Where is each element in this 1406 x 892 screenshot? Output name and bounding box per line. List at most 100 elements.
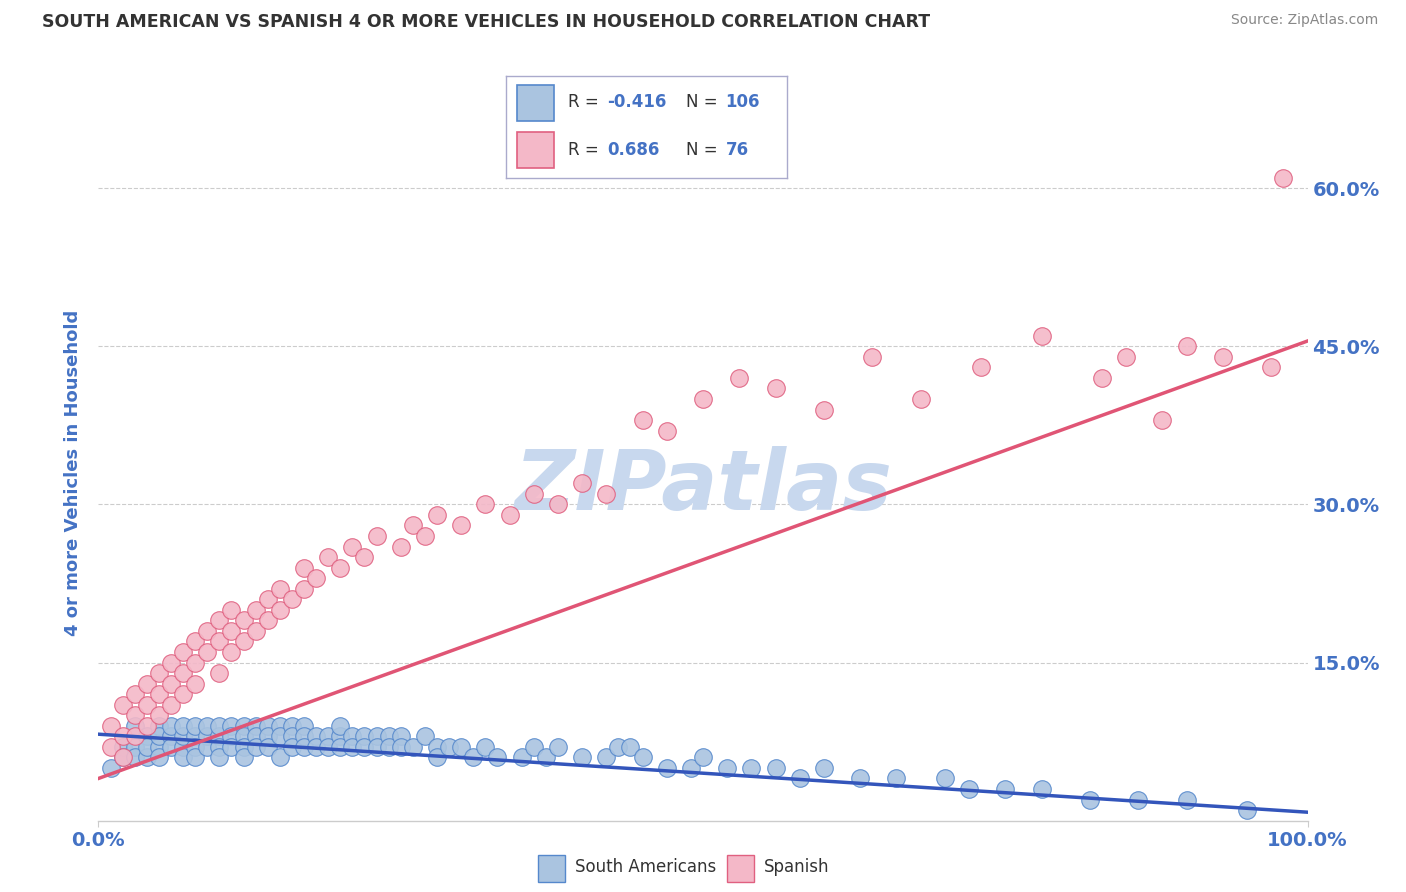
- Point: [305, 739, 328, 754]
- Text: N =: N =: [686, 94, 723, 112]
- Point: [172, 729, 194, 743]
- Point: [329, 739, 352, 754]
- Point: [172, 666, 194, 681]
- Point: [269, 729, 291, 743]
- Point: [124, 729, 146, 743]
- Point: [111, 698, 134, 712]
- Point: [148, 729, 170, 743]
- Point: [135, 739, 157, 754]
- Point: [292, 582, 315, 596]
- Point: [221, 624, 243, 638]
- Point: [281, 739, 304, 754]
- Point: [172, 719, 194, 733]
- Point: [716, 761, 738, 775]
- Point: [100, 761, 122, 775]
- Point: [100, 719, 122, 733]
- Point: [389, 540, 412, 554]
- Point: [510, 750, 533, 764]
- Point: [595, 487, 617, 501]
- Point: [160, 739, 183, 754]
- Point: [184, 750, 207, 764]
- Point: [1236, 803, 1258, 817]
- Point: [232, 634, 254, 648]
- Text: N =: N =: [686, 141, 723, 159]
- Point: [631, 413, 654, 427]
- Point: [305, 571, 328, 585]
- Point: [426, 739, 449, 754]
- Point: [813, 761, 835, 775]
- Point: [1031, 328, 1053, 343]
- Point: [135, 719, 157, 733]
- Point: [547, 497, 569, 511]
- Point: [124, 739, 146, 754]
- Point: [389, 729, 412, 743]
- Point: [148, 666, 170, 681]
- Point: [305, 729, 328, 743]
- Bar: [517, 85, 554, 121]
- Text: 76: 76: [725, 141, 748, 159]
- Point: [450, 518, 472, 533]
- Point: [111, 729, 134, 743]
- Point: [1260, 360, 1282, 375]
- Text: R =: R =: [568, 94, 605, 112]
- Point: [353, 550, 375, 565]
- Point: [463, 750, 485, 764]
- Point: [184, 739, 207, 754]
- Point: [292, 560, 315, 574]
- Point: [148, 719, 170, 733]
- Point: [232, 729, 254, 743]
- Point: [910, 392, 932, 406]
- Point: [232, 750, 254, 764]
- Point: [426, 508, 449, 522]
- Point: [124, 719, 146, 733]
- Point: [860, 350, 883, 364]
- Bar: [537, 855, 565, 881]
- Point: [1212, 350, 1234, 364]
- Point: [184, 634, 207, 648]
- Point: [957, 782, 980, 797]
- Point: [256, 739, 278, 754]
- Point: [221, 603, 243, 617]
- Point: [269, 750, 291, 764]
- Point: [221, 645, 243, 659]
- Point: [160, 729, 183, 743]
- Point: [221, 739, 243, 754]
- Point: [124, 708, 146, 723]
- Point: [172, 687, 194, 701]
- Point: [679, 761, 702, 775]
- Point: [221, 729, 243, 743]
- Point: [245, 603, 267, 617]
- Point: [692, 392, 714, 406]
- Point: [172, 750, 194, 764]
- Point: [366, 739, 388, 754]
- Point: [1115, 350, 1137, 364]
- Point: [655, 761, 678, 775]
- Point: [195, 729, 218, 743]
- Point: [160, 698, 183, 712]
- Point: [316, 550, 339, 565]
- Bar: [727, 855, 754, 881]
- Bar: [517, 132, 554, 168]
- Point: [232, 719, 254, 733]
- Point: [124, 687, 146, 701]
- Point: [1091, 371, 1114, 385]
- Point: [208, 613, 231, 627]
- Point: [342, 540, 364, 554]
- Point: [437, 739, 460, 754]
- Point: [413, 729, 436, 743]
- Point: [184, 719, 207, 733]
- Point: [474, 739, 496, 754]
- Point: [184, 656, 207, 670]
- Point: [184, 676, 207, 690]
- Point: [148, 708, 170, 723]
- Point: [111, 750, 134, 764]
- Point: [256, 719, 278, 733]
- Point: [413, 529, 436, 543]
- Point: [450, 739, 472, 754]
- Text: -0.416: -0.416: [607, 94, 666, 112]
- Point: [692, 750, 714, 764]
- Point: [269, 603, 291, 617]
- Point: [135, 729, 157, 743]
- Point: [342, 739, 364, 754]
- Point: [366, 729, 388, 743]
